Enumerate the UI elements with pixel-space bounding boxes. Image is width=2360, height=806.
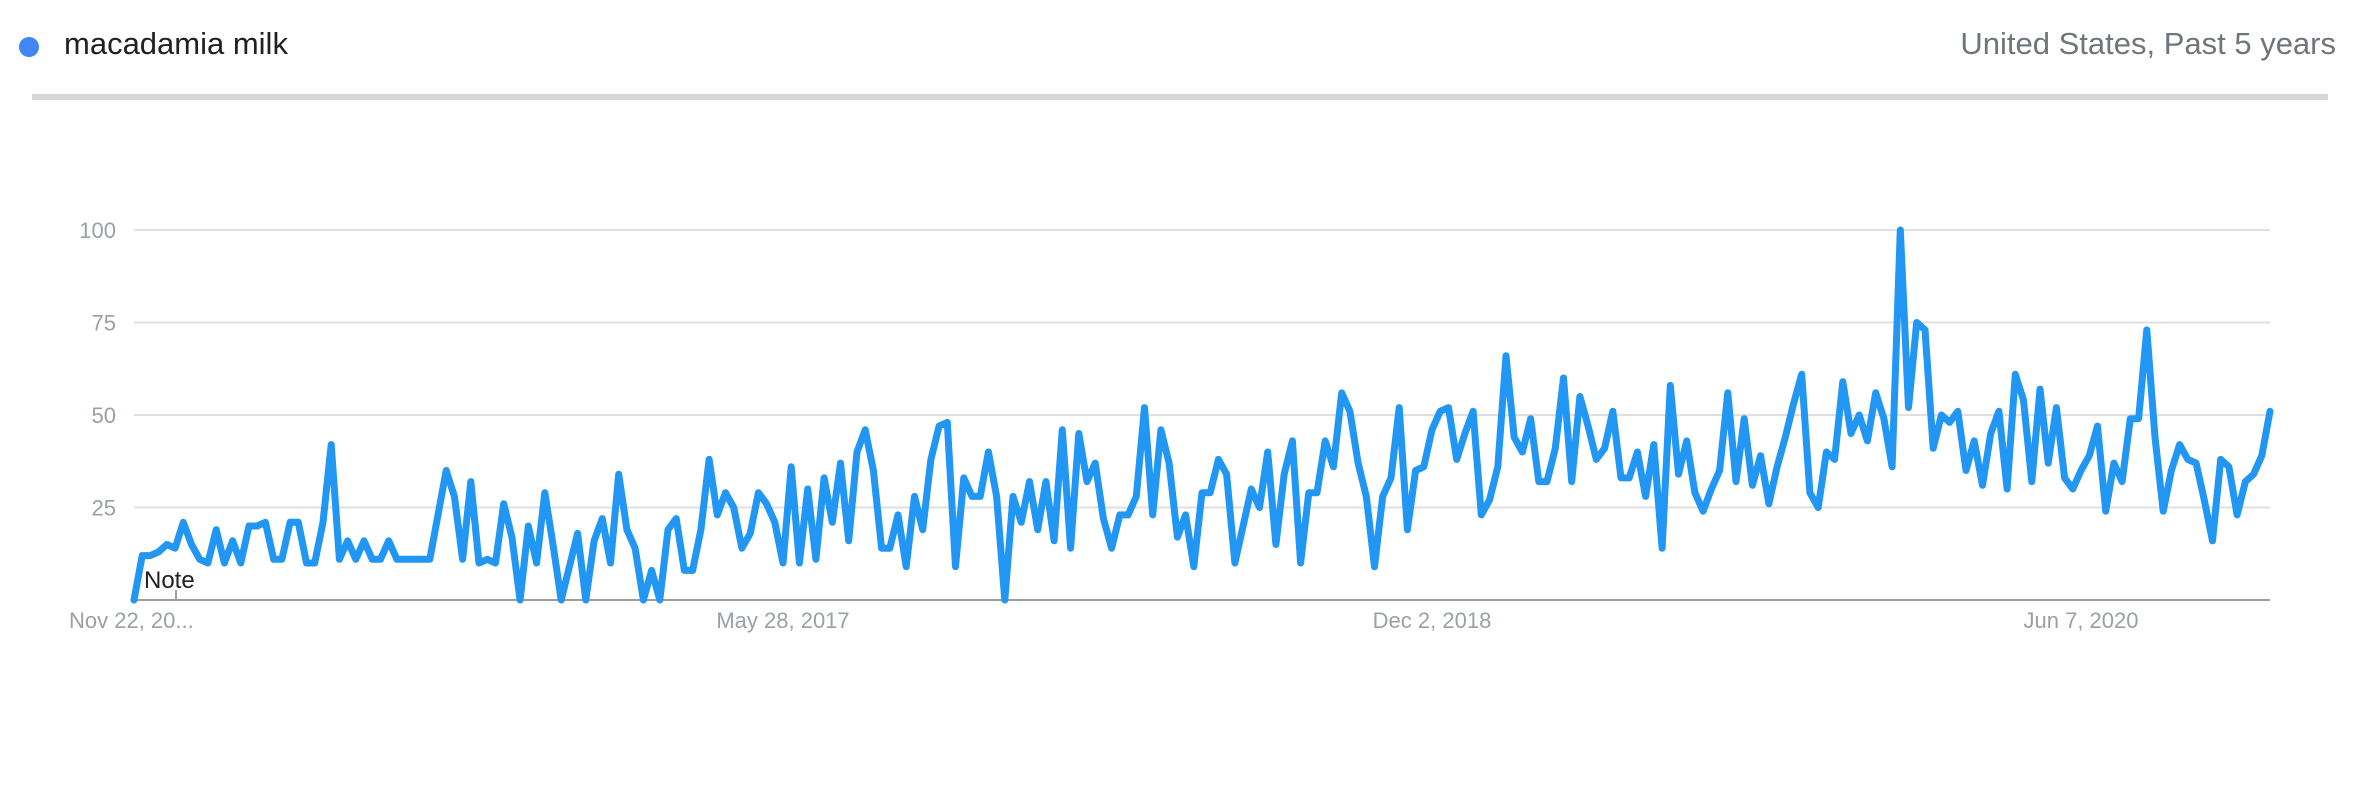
y-tick-label: 75 [92,311,116,336]
x-tick-label: Jun 7, 2020 [2024,608,2139,633]
header-divider [32,94,2328,100]
note-annotation: Note [144,567,195,594]
x-tick-label: May 28, 2017 [716,608,849,633]
region-period-label[interactable]: United States, Past 5 years [1960,26,2336,61]
y-tick-label: 25 [92,496,116,521]
x-tick-label: Dec 2, 2018 [1373,608,1492,633]
legend-dot-icon [19,37,39,57]
series-line [130,226,2274,604]
legend-term-label[interactable]: macadamia milk [64,26,288,61]
y-tick-label: 100 [79,218,116,243]
y-tick-label: 50 [92,403,116,428]
x-tick-label: Nov 22, 20... [69,608,194,633]
